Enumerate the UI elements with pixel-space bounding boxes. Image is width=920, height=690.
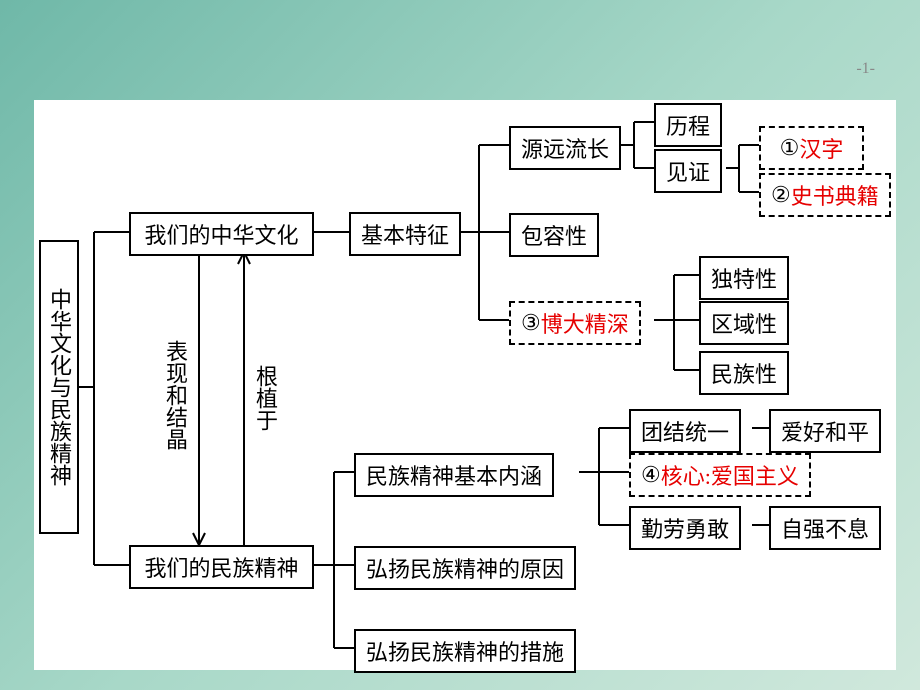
feature-broad-deep: ③博大精深 (509, 301, 641, 345)
spirit-reason: 弘扬民族精神的原因 (354, 546, 576, 590)
basic-features: 基本特征 (349, 212, 461, 256)
branch-national-spirit: 我们的民族精神 (129, 545, 314, 589)
page-number: -1- (856, 60, 875, 78)
history-node: 历程 (654, 103, 722, 147)
num-3: ③ (521, 310, 541, 336)
spirit-connotation: 民族精神基本内涵 (354, 453, 554, 497)
peace-loving: 爱好和平 (769, 409, 881, 453)
feature-inclusiveness: 包容性 (509, 213, 599, 257)
spirit-measure: 弘扬民族精神的措施 (354, 629, 576, 673)
hardworking-brave: 勤劳勇敢 (629, 506, 741, 550)
unity: 团结统一 (629, 409, 741, 453)
feature-long-history: 源远流长 (509, 126, 621, 170)
text-patriotism: 核心:爱国主义 (661, 459, 799, 491)
concept-diagram: 中华文化与民族精神 我们的中华文化 我们的民族精神 表现和结晶 根植于 基本特征… (34, 100, 896, 670)
text-books: 史书典籍 (791, 179, 879, 211)
witness-node: 见证 (654, 149, 722, 193)
self-improvement: 自强不息 (769, 506, 881, 550)
label-rooted: 根植于 (249, 365, 281, 431)
num-2: ② (771, 182, 791, 208)
num-4: ④ (641, 462, 661, 488)
text-broad-deep: 博大精深 (541, 307, 629, 339)
branch-chinese-culture: 我们的中华文化 (129, 212, 314, 256)
witness-books: ②史书典籍 (759, 173, 891, 217)
uniqueness: 独特性 (699, 256, 789, 300)
num-1: ① (780, 135, 800, 161)
label-expression: 表现和结晶 (159, 340, 191, 450)
root-node: 中华文化与民族精神 (39, 240, 79, 534)
witness-hanzi: ①汉字 (759, 126, 864, 170)
core-patriotism: ④核心:爱国主义 (629, 453, 811, 497)
regionality: 区域性 (699, 301, 789, 345)
text-hanzi: 汉字 (799, 132, 843, 164)
nationality: 民族性 (699, 351, 789, 395)
